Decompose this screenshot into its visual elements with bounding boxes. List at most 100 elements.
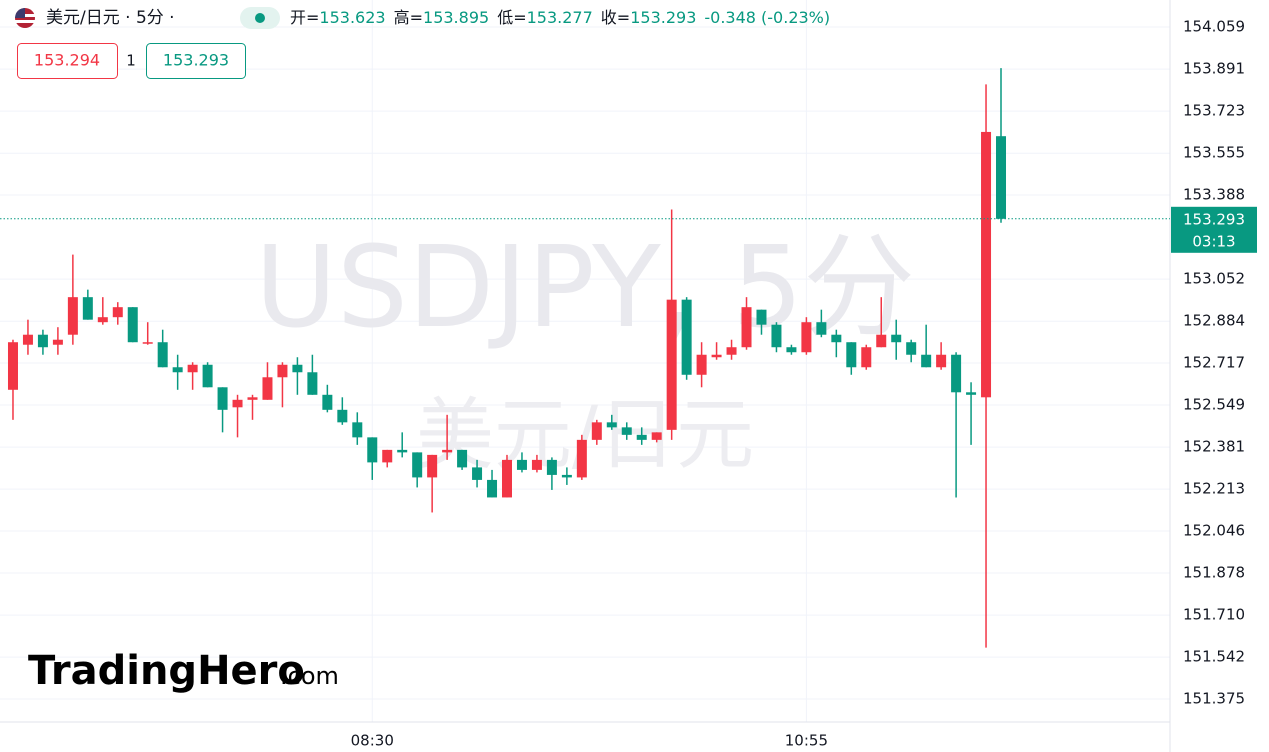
y-tick-label: 152.381 — [1183, 438, 1245, 456]
logo-brand: TradingHero — [28, 648, 305, 694]
candle-body — [112, 307, 123, 318]
spread: 1 — [126, 52, 136, 70]
candle-body — [891, 334, 902, 343]
candle-body — [966, 392, 977, 395]
candles — [7, 68, 1007, 648]
candle-body — [442, 449, 453, 453]
y-tick-label: 152.213 — [1183, 480, 1245, 498]
last-price: 153.293 — [1183, 210, 1245, 228]
candle-body — [846, 342, 857, 368]
y-tick-label: 153.891 — [1183, 60, 1245, 78]
sell-button[interactable] — [17, 43, 118, 79]
ohlc-label: 收= — [601, 8, 630, 27]
candle-body — [801, 322, 812, 353]
candle-body — [546, 459, 557, 475]
candle-body — [247, 397, 258, 400]
candle-body — [711, 354, 722, 358]
ohlc-value: 153.277 — [527, 8, 593, 27]
candle-body — [951, 354, 962, 393]
y-tick-label: 153.555 — [1183, 144, 1245, 162]
y-tick-label: 152.884 — [1183, 312, 1245, 330]
change: -0.348 (-0.23%) — [704, 8, 830, 27]
candle-body — [277, 364, 288, 378]
candle-body — [981, 131, 992, 398]
candle-body — [307, 372, 318, 395]
buy-price: 153.293 — [163, 51, 229, 70]
candle-body — [531, 459, 542, 470]
candle-body — [457, 449, 468, 468]
candle-body — [397, 449, 408, 453]
candle-body — [157, 342, 168, 368]
y-tick-label: 151.542 — [1183, 648, 1245, 666]
candle-body — [37, 334, 48, 348]
y-tick-label: 153.723 — [1183, 102, 1245, 120]
candle-body — [936, 354, 947, 368]
candle-body — [741, 307, 752, 348]
candle-body — [726, 347, 737, 355]
candle-body — [367, 437, 378, 463]
candle-body — [232, 399, 243, 408]
watermark-symbol: USDJPY, 5分 — [255, 223, 915, 353]
y-tick-label: 152.046 — [1183, 521, 1245, 539]
buy-button[interactable] — [146, 43, 246, 79]
candle-body — [472, 467, 483, 480]
candle-body — [621, 427, 632, 435]
candle-body — [786, 347, 797, 353]
status-dot — [255, 13, 265, 23]
candle-body — [292, 364, 303, 373]
y-tick-label: 151.375 — [1183, 689, 1245, 707]
candle-body — [262, 377, 273, 400]
y-tick-label: 153.388 — [1183, 186, 1245, 204]
y-tick-label: 154.059 — [1183, 18, 1245, 36]
candle-body — [906, 342, 917, 355]
candle-body — [516, 459, 527, 470]
x-tick-label: 10:55 — [785, 732, 828, 750]
candle-body — [52, 339, 63, 345]
candle-body — [187, 364, 198, 373]
grid — [0, 0, 1170, 722]
candle-body — [561, 474, 572, 478]
candle-body — [591, 422, 602, 440]
sell-price: 153.294 — [34, 51, 100, 70]
x-tick-label: 08:30 — [351, 732, 394, 750]
candle-body — [382, 449, 393, 463]
candle-body — [427, 454, 438, 478]
ohlc-label: 低= — [497, 8, 526, 27]
y-tick-label: 153.052 — [1183, 270, 1245, 288]
candle-body — [97, 317, 108, 323]
candle-body — [816, 322, 827, 335]
candle-body — [202, 364, 213, 388]
candle-body — [322, 394, 333, 410]
candle-body — [352, 422, 363, 438]
ohlc-legend: 开=153.623 高=153.895 低=153.277 收=153.293 -0.3… — [290, 8, 830, 27]
candle-body — [651, 432, 662, 440]
candle-body — [127, 307, 138, 343]
candle-body — [636, 434, 647, 440]
flag — [15, 8, 35, 28]
candle-body — [996, 136, 1007, 219]
candle-body — [921, 354, 932, 368]
symbol-title: 美元/日元 · 5分 · — [46, 8, 175, 28]
candle-body — [771, 324, 782, 348]
candle-body — [67, 297, 78, 335]
candle-body — [861, 347, 872, 368]
ohlc-value: 153.623 — [319, 8, 385, 27]
candle-body — [487, 479, 498, 498]
candle-body — [576, 439, 587, 478]
candle-body — [666, 299, 677, 430]
y-tick-label: 152.717 — [1183, 354, 1245, 372]
y-tick-label: 152.549 — [1183, 396, 1245, 414]
ohlc-value: 153.895 — [423, 8, 489, 27]
y-tick-label: 151.878 — [1183, 564, 1245, 582]
candle-body — [681, 299, 692, 375]
ohlc-label: 高= — [394, 8, 423, 27]
candle-body — [142, 342, 153, 344]
countdown: 03:13 — [1192, 232, 1235, 250]
candle-body — [82, 297, 93, 320]
ohlc-value: 153.293 — [630, 8, 696, 27]
candle-body — [876, 334, 887, 348]
candle-body — [412, 452, 423, 478]
ohlc-label: 开= — [290, 8, 319, 27]
